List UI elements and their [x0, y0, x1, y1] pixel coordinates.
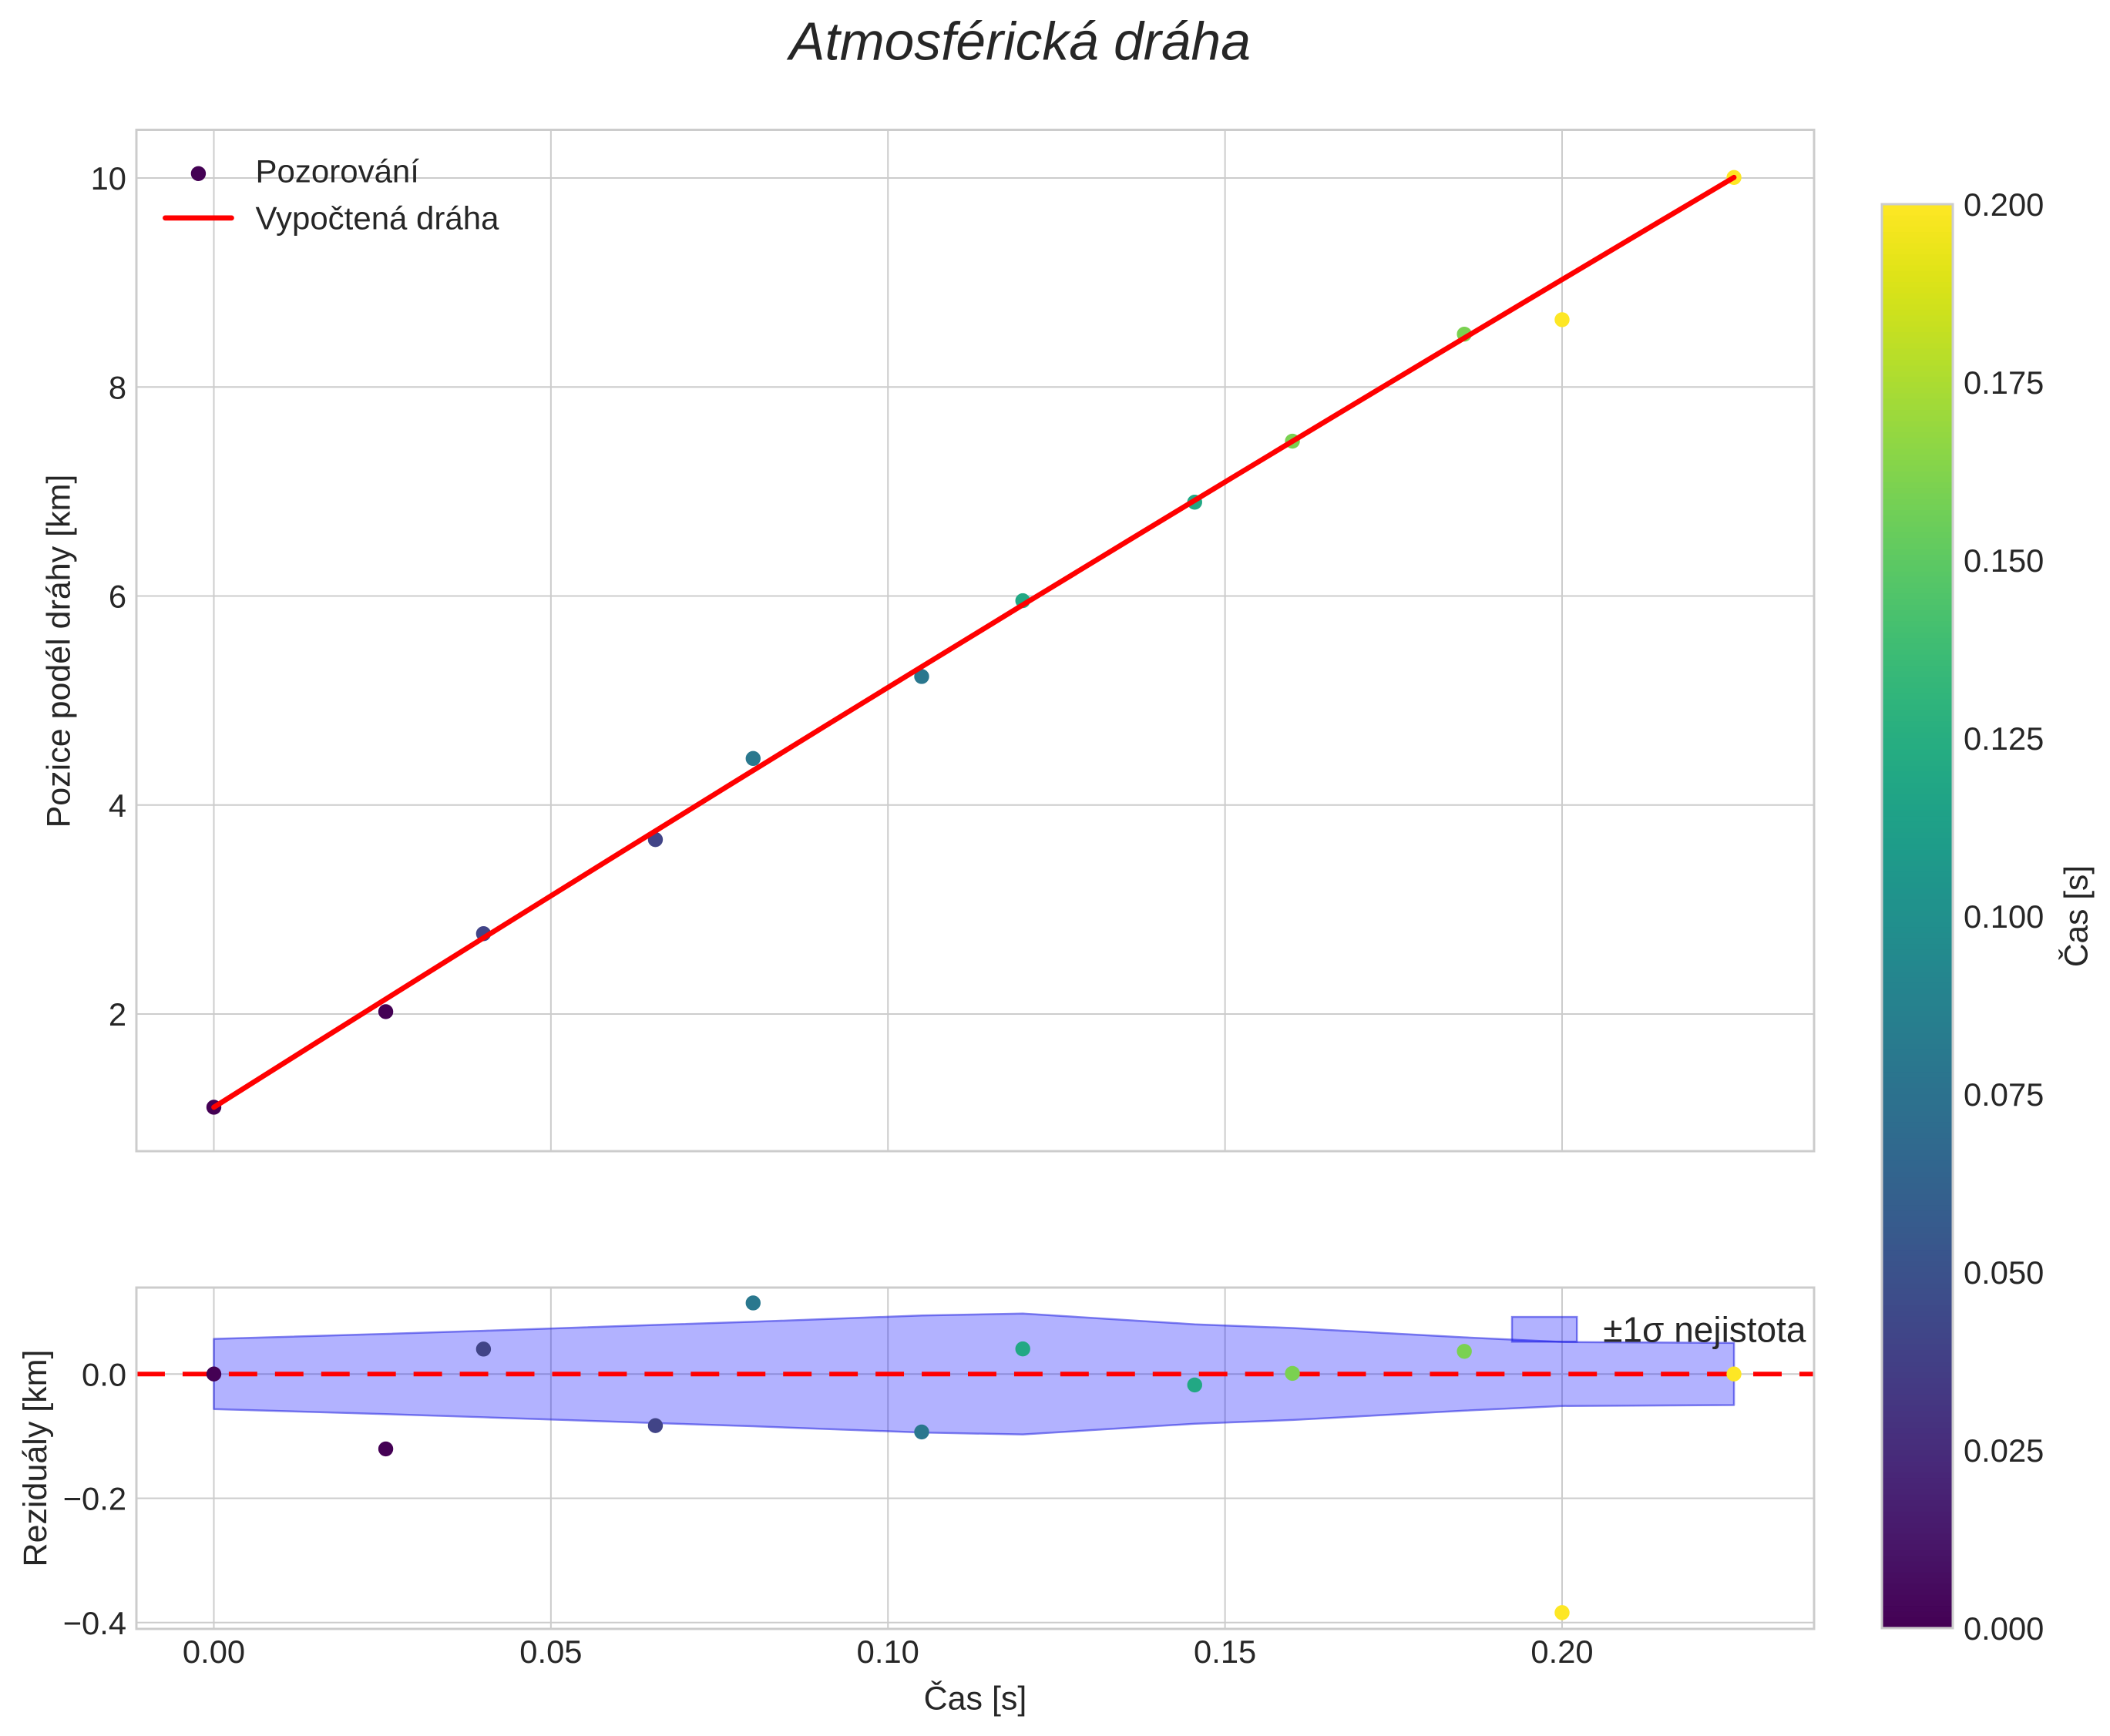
svg-text:±1σ nejistota: ±1σ nejistota	[1603, 1309, 1806, 1349]
svg-text:10: 10	[91, 160, 126, 196]
svg-text:8: 8	[109, 369, 126, 405]
svg-text:Čas [s]: Čas [s]	[2058, 865, 2095, 967]
svg-text:Atmosférická dráha: Atmosférická dráha	[786, 11, 1251, 71]
svg-text:0.0: 0.0	[82, 1356, 126, 1392]
svg-text:0.050: 0.050	[1964, 1254, 2044, 1291]
svg-text:0.05: 0.05	[519, 1634, 582, 1670]
svg-text:0.000: 0.000	[1964, 1610, 2044, 1647]
svg-text:0.200: 0.200	[1964, 186, 2044, 223]
svg-text:0.150: 0.150	[1964, 542, 2044, 579]
svg-text:0.10: 0.10	[857, 1634, 919, 1670]
svg-text:0.175: 0.175	[1964, 364, 2044, 401]
svg-text:0.20: 0.20	[1530, 1634, 1593, 1670]
svg-text:0.125: 0.125	[1964, 720, 2044, 757]
svg-text:−0.4: −0.4	[63, 1605, 126, 1641]
svg-text:6: 6	[109, 579, 126, 615]
svg-text:0.100: 0.100	[1964, 898, 2044, 935]
svg-text:0.15: 0.15	[1194, 1634, 1256, 1670]
svg-text:Pozorování: Pozorování	[256, 153, 420, 189]
svg-text:−0.2: −0.2	[63, 1481, 126, 1517]
svg-text:Pozice podél dráhy [km]: Pozice podél dráhy [km]	[41, 475, 78, 828]
svg-text:Čas [s]: Čas [s]	[924, 1680, 1027, 1717]
svg-text:0.00: 0.00	[183, 1634, 245, 1670]
svg-text:4: 4	[109, 787, 126, 824]
svg-text:2: 2	[109, 996, 126, 1033]
svg-text:0.075: 0.075	[1964, 1076, 2044, 1113]
svg-text:Reziduály [km]: Reziduály [km]	[17, 1350, 54, 1567]
svg-text:Vypočtená dráha: Vypočtená dráha	[256, 200, 500, 237]
svg-text:0.025: 0.025	[1964, 1432, 2044, 1469]
